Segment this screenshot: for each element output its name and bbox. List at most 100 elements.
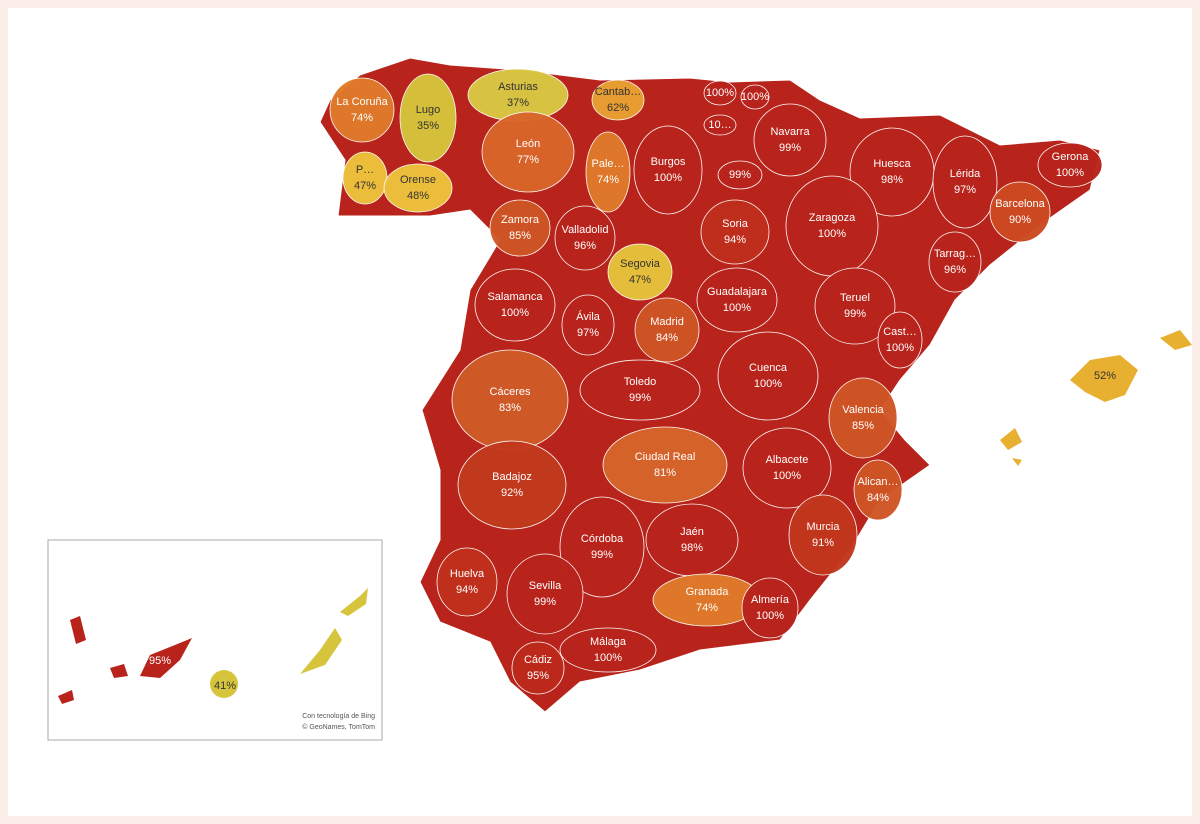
province-name: Salamanca [487,291,543,303]
canarias-inset [47,539,383,741]
province-name: Lugo [416,104,440,116]
province [742,427,832,509]
province-value: 100% [886,342,914,354]
province-name: Burgos [651,156,686,168]
canarias-value: 41% [214,680,236,692]
province-name: Barcelona [995,198,1045,210]
province [559,627,657,673]
province-name: Cáceres [490,386,531,398]
canary-islands [58,588,368,704]
province-name: Valencia [842,404,884,416]
province [561,294,615,356]
province-value: 91% [812,537,834,549]
province [451,349,569,451]
province-value: 99% [629,392,651,404]
province-name: Granada [686,586,730,598]
province-value: 99% [844,308,866,320]
fuerteventura [300,628,342,674]
province-name: Guadalajara [707,286,768,298]
province-value: 96% [574,240,596,252]
province [399,73,457,163]
tenerife [140,638,192,678]
province-name: Ávila [576,310,601,323]
province [559,496,645,598]
province-value: 47% [629,274,651,286]
province [633,125,703,215]
province-value: 100% [594,652,622,664]
province [696,267,778,333]
la-palma [70,616,86,644]
province [506,553,584,635]
province-value: 81% [654,467,676,479]
lanzarote [340,588,368,616]
province-name: Málaga [590,636,627,648]
province [511,641,565,695]
province [932,135,998,229]
canarias-value: 95% [149,655,171,667]
province [928,231,982,293]
province [329,77,395,143]
province [700,199,770,265]
province-name: Lérida [950,168,981,180]
province-name: Sevilla [529,580,562,592]
province-value: 99% [591,549,613,561]
province-value: 99% [779,142,801,154]
formentera [1012,458,1022,466]
province [602,426,728,504]
province-value: 74% [597,174,619,186]
province-value: 100% [818,228,846,240]
province-value: 100% [654,172,682,184]
province [607,243,673,301]
province-name: Albacete [766,454,809,466]
province-value: 84% [867,492,889,504]
province [383,163,453,213]
province [457,440,567,530]
province-name: Navarra [770,126,810,138]
province-name: Cast… [883,326,917,338]
province-name: Madrid [650,316,684,328]
province-value: 37% [507,97,529,109]
menorca [1160,330,1192,350]
el-hierro [58,690,74,704]
province-name: Almería [751,594,790,606]
province-name: La Coruña [336,96,388,108]
province-name: Badajoz [492,471,532,483]
province-value: 92% [501,487,523,499]
province-name: Pale… [591,158,624,170]
province-value: 99% [534,596,556,608]
province [1037,142,1103,188]
province-value: 85% [852,420,874,432]
ibiza [1000,428,1022,450]
province [585,131,631,213]
province-value: 85% [509,230,531,242]
baleares-value: 52% [1094,370,1116,382]
province-name: Cantab… [595,86,641,98]
balearic-islands [1000,330,1192,466]
province-name: Huelva [450,568,485,580]
province-value: 100% [501,307,529,319]
province [436,547,498,617]
province [717,160,763,190]
gran-canaria [210,670,238,698]
province-name: Córdoba [581,533,624,545]
province-name: León [516,138,540,150]
province-value: 100% [723,302,751,314]
province-value: 100% [754,378,782,390]
province-value: 100% [706,87,734,99]
mallorca [1070,355,1138,402]
province-value: 74% [351,112,373,124]
province-value: 100% [756,610,784,622]
province-value: 100% [773,470,801,482]
province-name: Segovia [620,258,661,270]
province-name: P… [356,164,374,176]
province-value: 84% [656,332,678,344]
province [785,175,879,277]
province-name: Asturias [498,81,538,93]
province [853,459,903,521]
province [645,503,739,577]
province-name: Alican… [858,476,899,488]
province-value: 100% [1056,167,1084,179]
province-value: 74% [696,602,718,614]
province [342,151,388,205]
